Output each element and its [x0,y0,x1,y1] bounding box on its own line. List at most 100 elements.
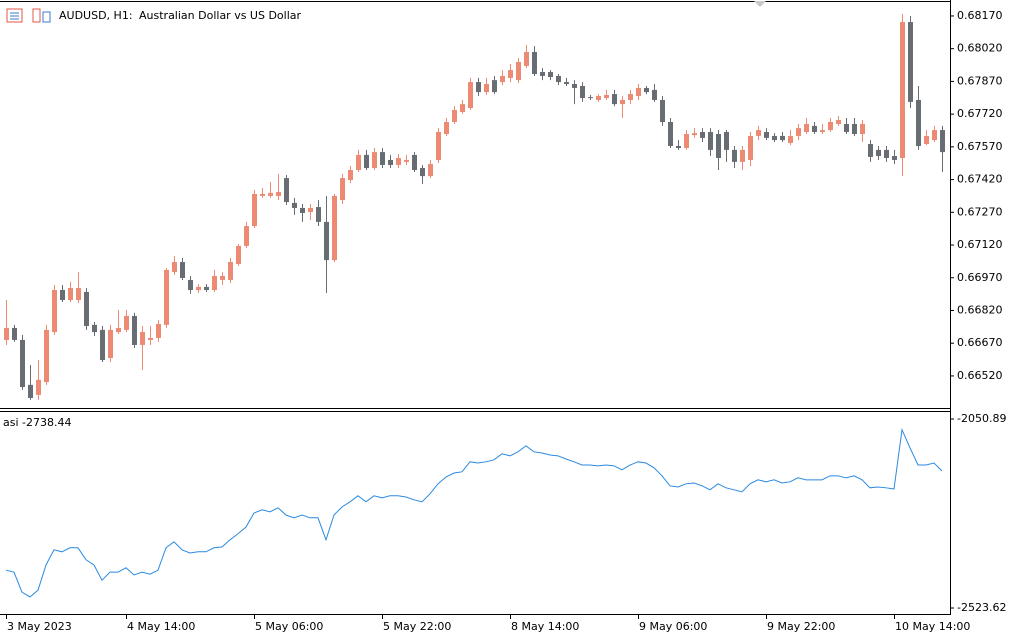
candle-body [108,329,113,359]
candle-body [892,156,897,160]
candle-body [212,276,217,290]
candle-body [564,82,569,85]
candle-body [580,85,585,98]
candle-body [332,195,337,261]
candle-body [76,288,81,301]
candle-body [204,286,209,290]
candle-body [252,193,257,227]
candle-body [116,327,121,333]
candle-body [732,149,737,162]
candle-body [556,75,561,83]
candle-body [236,245,241,265]
candle-body [188,279,193,290]
x-tick-label: 10 May 14:00 [895,620,970,633]
y-tick-label: -2523.62 [957,601,1006,614]
candle-body [428,164,433,177]
candle-body [452,109,457,122]
candle-body [444,121,449,134]
candle-body [340,178,345,201]
candle-body [716,133,721,158]
candle-body [228,262,233,280]
x-tick-label: 4 May 14:00 [127,620,195,633]
candle-body [308,207,313,213]
candle-body [476,82,481,93]
x-tick-label: 3 May 2023 [7,620,72,633]
y-tick-label: -2050.89 [957,412,1006,425]
symbol-description: Australian Dollar vs US Dollar [139,9,302,22]
candle-body [260,193,265,196]
candle-body [684,133,689,148]
y-tick-label: 0.68020 [957,42,1003,55]
candle-body [244,226,249,246]
candle-body [756,130,761,136]
candle-body [292,202,297,208]
candle-body [132,315,137,345]
y-tick-label: 0.68170 [957,9,1003,22]
candle-body [860,123,865,134]
candle-body [468,82,473,109]
candle-body [780,135,785,141]
candle-body [500,75,505,83]
asi-line [5,428,943,598]
candle-body [668,121,673,146]
candle-body [380,152,385,165]
candle-body [404,159,409,162]
y-tick-label: 0.66820 [957,303,1003,316]
candle-body [60,289,65,301]
candle-body [628,94,633,100]
candle-body [804,123,809,133]
candle-body [764,132,769,138]
candle-body [420,168,425,177]
candle-body [484,84,489,93]
candle-body [916,99,921,146]
candle-body [604,94,609,98]
toolbar-icons [6,8,51,23]
candle-body [436,132,441,160]
candle-body [4,327,9,340]
candle-body [36,379,41,395]
candle-body [932,130,937,141]
candle-body [708,132,713,150]
symbol: AUDUSD, H1: [59,9,133,22]
candle-body [300,207,305,213]
y-tick-label: 0.66520 [957,369,1003,382]
y-tick-label: 0.67120 [957,238,1003,251]
candle-body [660,99,665,122]
candle-body [724,132,729,150]
candle-body [196,286,201,290]
candle-body [740,149,745,162]
candle-body [164,269,169,325]
y-tick-label: 0.67870 [957,74,1003,87]
candle-body [460,104,465,112]
candle-body [532,51,537,74]
candle-body [492,80,497,93]
candle-body [52,289,57,333]
y-tick-label: 0.67720 [957,107,1003,120]
candle-body [548,72,553,78]
candle-body [516,61,521,81]
y-tick-label: 0.66670 [957,336,1003,349]
candle-body [700,132,705,138]
y-tick-label: 0.66970 [957,271,1003,284]
candle-body [140,332,145,345]
candle-body [588,97,593,99]
x-tick-label: 5 May 06:00 [255,620,323,633]
candle-body [636,87,641,97]
candle-body [276,192,281,196]
candle-body [644,87,649,93]
candle-body [876,149,881,157]
candle-body [924,135,929,145]
candle-body [356,154,361,170]
candle-body [748,135,753,160]
candle-body [884,149,889,158]
candle-body [828,121,833,131]
candle-body [908,22,913,102]
candle-body [508,70,513,78]
candle-body [612,94,617,105]
candle-body [12,327,17,340]
scroll-marker [754,1,766,7]
candle-body [572,84,577,88]
candle-body [796,128,801,136]
candle-body [524,51,529,66]
